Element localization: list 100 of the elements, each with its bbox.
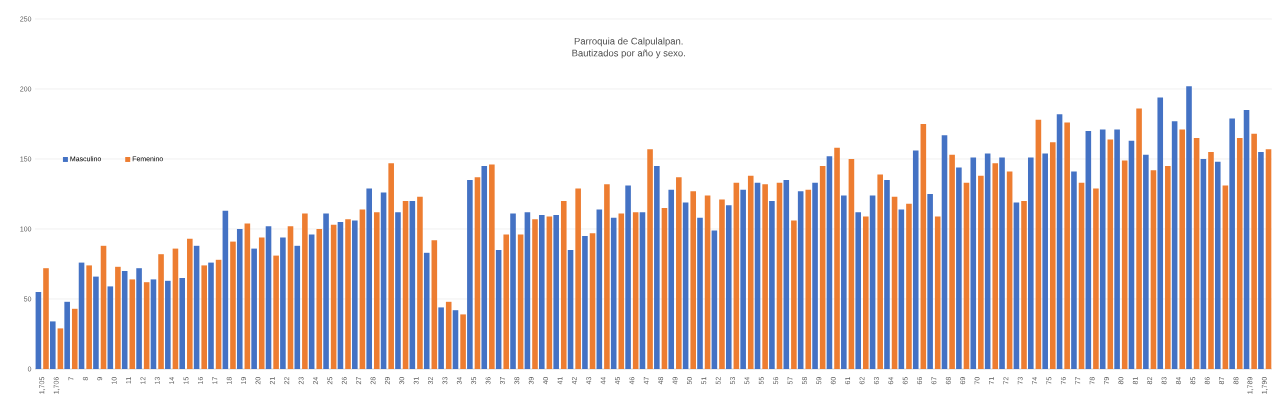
bar — [158, 254, 164, 369]
bar — [258, 237, 265, 369]
bar — [610, 217, 617, 369]
bar — [452, 310, 459, 369]
bar — [618, 213, 625, 369]
bar — [1114, 129, 1120, 369]
text: Parroquia de Calpulalpan. — [574, 37, 683, 47]
bar — [711, 230, 718, 369]
bar — [855, 212, 862, 369]
bar — [553, 215, 559, 369]
bar — [93, 276, 99, 369]
bar — [812, 182, 818, 369]
bar — [1251, 133, 1257, 369]
bar — [863, 216, 869, 369]
bar — [179, 278, 186, 369]
bar — [49, 321, 56, 369]
bar — [57, 328, 64, 369]
bar — [43, 268, 49, 369]
bar — [647, 149, 653, 369]
bar — [71, 308, 78, 369]
bar — [323, 213, 329, 369]
bar — [510, 213, 516, 369]
bar — [373, 212, 380, 369]
bar — [762, 184, 768, 369]
bar — [604, 184, 610, 369]
bar — [417, 196, 423, 369]
bar — [697, 217, 703, 369]
bar — [582, 236, 588, 369]
bar — [481, 166, 488, 369]
bar — [165, 280, 171, 369]
bar — [704, 195, 711, 369]
bar — [489, 164, 495, 369]
bar — [129, 279, 136, 369]
bar — [869, 195, 876, 369]
bar — [1208, 152, 1214, 369]
bar — [236, 229, 243, 369]
bar — [884, 180, 890, 369]
bar — [366, 188, 372, 369]
bar — [654, 166, 660, 369]
bar — [352, 220, 358, 369]
bar — [805, 189, 812, 369]
bar — [956, 167, 962, 369]
bar — [467, 180, 473, 369]
bar — [1099, 129, 1106, 369]
bar — [107, 286, 114, 369]
bar — [150, 279, 157, 369]
bar — [251, 248, 257, 369]
bar — [64, 301, 70, 369]
bar — [1179, 129, 1186, 369]
bar — [1214, 161, 1221, 369]
bar — [719, 199, 725, 369]
bar — [136, 268, 142, 369]
bar — [575, 188, 581, 369]
bar — [877, 174, 883, 369]
bar — [460, 314, 466, 369]
text: Bautizados por año y sexo. — [572, 49, 685, 59]
bar — [949, 154, 955, 369]
bar — [791, 220, 797, 369]
bar — [560, 201, 567, 369]
bar — [538, 215, 545, 369]
bar — [280, 237, 286, 369]
bar — [208, 262, 214, 369]
bar — [740, 189, 746, 369]
bar — [115, 266, 121, 369]
bar — [388, 163, 394, 369]
bar — [747, 175, 754, 369]
bar — [187, 238, 193, 369]
bar — [532, 219, 538, 369]
bar — [992, 163, 999, 369]
bar — [912, 150, 919, 369]
bar — [316, 229, 323, 369]
bar — [1042, 153, 1048, 369]
bar — [294, 245, 301, 369]
bar — [445, 301, 452, 369]
bar — [906, 203, 912, 369]
bar — [676, 177, 682, 369]
bar — [1186, 86, 1192, 369]
bar — [143, 282, 150, 369]
bar — [934, 216, 941, 369]
bar — [1028, 157, 1034, 369]
bar — [769, 201, 775, 369]
bar — [668, 189, 675, 369]
bar — [999, 157, 1005, 369]
bar — [1093, 188, 1099, 369]
bar — [783, 180, 790, 369]
bar — [927, 194, 933, 369]
bar — [273, 255, 279, 369]
bar — [395, 212, 401, 369]
bar — [1071, 171, 1077, 369]
bar — [1236, 138, 1243, 369]
bar — [359, 209, 366, 369]
bar — [1143, 154, 1149, 369]
bar — [438, 307, 444, 369]
bar — [201, 265, 207, 369]
bar — [1165, 166, 1171, 369]
bar — [86, 265, 92, 369]
bar — [1021, 201, 1027, 369]
bar — [725, 205, 732, 369]
bar — [1049, 142, 1056, 369]
bar — [978, 175, 984, 369]
